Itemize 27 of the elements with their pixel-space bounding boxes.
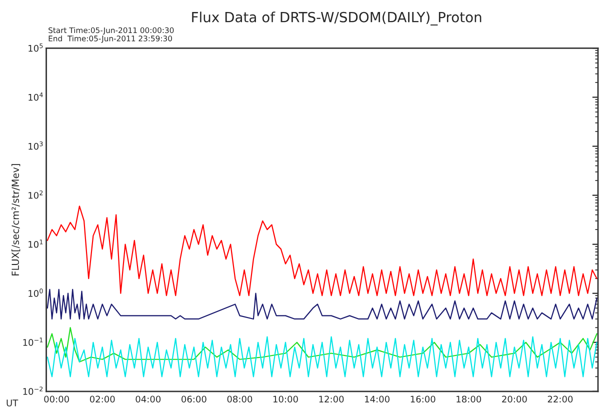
x-tick-label: 22:00 bbox=[548, 396, 573, 403]
y-tick-label: 10$^{−2}$ bbox=[23, 386, 43, 395]
x-tick-label: 02:00 bbox=[90, 396, 115, 403]
line-series bbox=[46, 327, 598, 362]
x-tick-label: 06:00 bbox=[182, 396, 206, 403]
x-tick-label: 18:00 bbox=[456, 396, 482, 403]
y-tick-label: 10$^{1}$ bbox=[28, 240, 43, 248]
y-tick-label: 10$^{4}$ bbox=[28, 92, 43, 101]
x-tick-label: 16:00 bbox=[410, 396, 436, 403]
x-tick-label: 20:00 bbox=[502, 396, 527, 403]
line-series bbox=[46, 288, 598, 320]
x-tick-label: 10:00 bbox=[273, 396, 298, 403]
chart-title: Flux Data of DRTS-W/SDOM(DAILY)_Proton bbox=[192, 12, 482, 26]
y-tick-label: 10$^{5}$ bbox=[28, 44, 43, 52]
y-tick-label: 10$^{0}$ bbox=[28, 288, 43, 297]
y-axis-title: FLUX[/sec/cm²/str/Mev] bbox=[11, 164, 20, 276]
x-tick-label: 04:00 bbox=[136, 396, 161, 403]
x-tick-label: 12:00 bbox=[319, 396, 344, 403]
y-tick-label: 10$^{2}$ bbox=[28, 190, 43, 199]
x-tick-label: 08:00 bbox=[227, 396, 252, 403]
y-tick-label: 10$^{3}$ bbox=[28, 141, 43, 150]
x-tick-label: 14:00 bbox=[365, 396, 390, 403]
line-series bbox=[46, 336, 598, 378]
line-series bbox=[46, 206, 598, 296]
x-tick-label: 00:00 bbox=[44, 396, 69, 403]
y-tick-label: 10$^{−1}$ bbox=[23, 338, 43, 346]
text: UT bbox=[6, 400, 18, 406]
